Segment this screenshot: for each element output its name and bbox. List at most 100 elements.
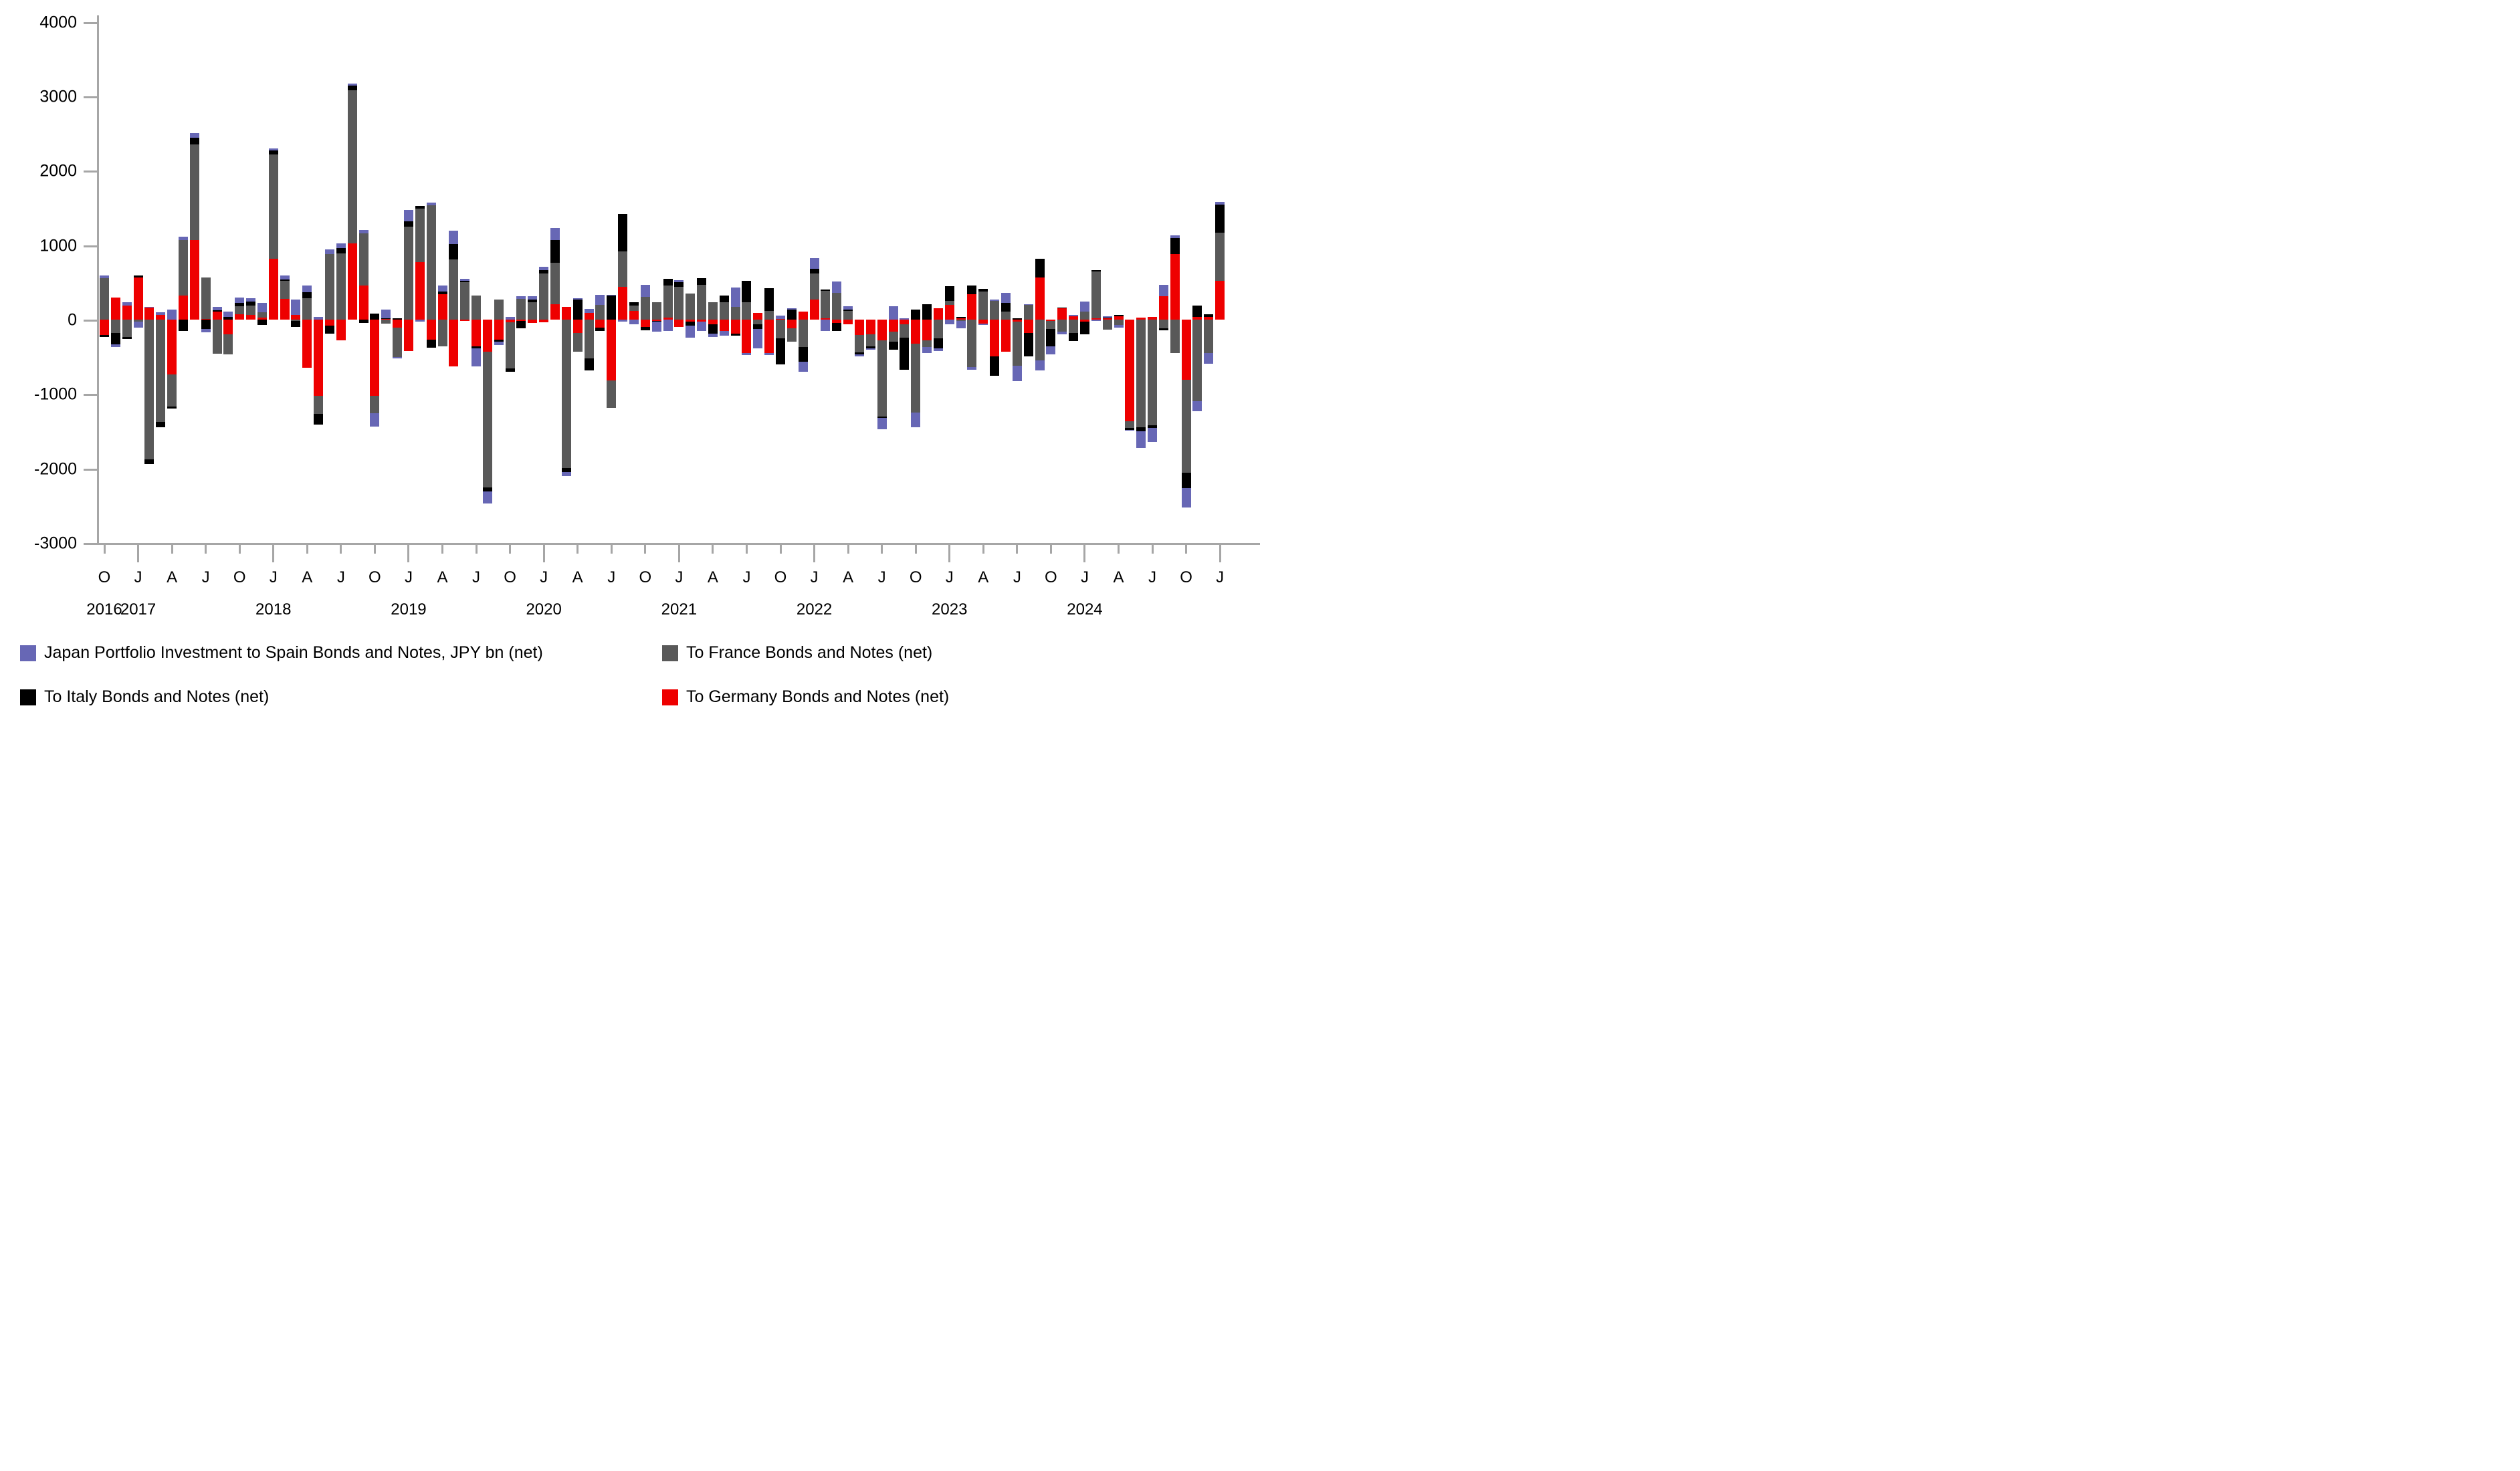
bar-2020-09-germany xyxy=(629,311,639,320)
bar-2018-06-germany xyxy=(325,320,334,326)
bar-2021-09-france xyxy=(764,311,774,320)
bar-2021-07-germany xyxy=(742,320,752,354)
bar-2021-10-france xyxy=(776,320,785,338)
bar-2017-05-spain xyxy=(178,237,188,240)
bar-2023-12-spain xyxy=(1069,314,1079,316)
bar-2023-01-france xyxy=(944,300,954,306)
bar-2024-08-germany xyxy=(1158,296,1168,320)
bar-2019-05-spain xyxy=(449,230,459,244)
bar-2023-07-germany xyxy=(1012,320,1022,322)
bar-2022-09-italy xyxy=(900,337,910,370)
bar-2019-08-germany xyxy=(482,320,492,352)
bar-2019-07-france xyxy=(471,296,482,320)
bar-2017-03-france xyxy=(156,320,166,422)
bar-2020-06-spain xyxy=(595,294,605,305)
x-minor-tick xyxy=(847,545,849,554)
x-minor-tick xyxy=(441,545,443,554)
bar-2024-06-spain xyxy=(1136,431,1146,448)
x-month-label: J xyxy=(742,568,751,587)
bar-2019-06-italy xyxy=(460,280,470,283)
bar-2018-08-germany xyxy=(347,243,357,320)
bar-2018-11-spain xyxy=(381,309,391,319)
x-month-label: A xyxy=(437,568,448,587)
bar-2018-08-france xyxy=(347,90,357,244)
bar-2024-05-italy xyxy=(1125,428,1135,431)
bar-2017-05-france xyxy=(178,239,188,296)
bar-2019-06-france xyxy=(460,282,470,320)
legend-swatch-spain-icon xyxy=(20,645,36,661)
bar-2017-02-spain xyxy=(144,306,154,308)
bar-2023-09-france xyxy=(1035,320,1045,361)
bar-2018-02-france xyxy=(280,281,290,300)
bar-2021-08-france xyxy=(753,320,763,324)
y-tick-label: 0 xyxy=(68,310,77,330)
bar-2018-11-germany xyxy=(381,319,391,320)
bar-2022-02-germany xyxy=(821,318,831,320)
bar-2018-11-france xyxy=(381,320,391,324)
bar-2024-02-spain xyxy=(1091,320,1101,322)
x-minor-tick xyxy=(1151,545,1154,554)
x-year-label: 2018 xyxy=(255,600,292,619)
bar-2020-11-spain xyxy=(651,322,661,332)
x-year-label: 2023 xyxy=(932,600,968,619)
bar-2021-04-spain xyxy=(708,333,718,337)
x-month-label: J xyxy=(336,568,345,587)
x-major-tick xyxy=(542,545,545,563)
x-month-label: A xyxy=(978,568,989,587)
bar-2021-09-spain xyxy=(764,353,774,356)
bar-2020-12-germany xyxy=(663,318,673,320)
bar-2024-12-italy xyxy=(1204,314,1214,318)
bar-2020-09-france xyxy=(629,305,639,312)
bar-2024-05-spain xyxy=(1125,430,1135,431)
bar-2024-11-germany xyxy=(1192,316,1202,320)
bar-2021-05-germany xyxy=(719,320,729,332)
bar-2022-07-spain xyxy=(877,417,887,429)
bar-2019-03-italy xyxy=(426,340,436,348)
bar-2020-03-germany xyxy=(561,306,571,320)
bar-2021-03-spain xyxy=(697,322,707,332)
bar-2020-04-italy xyxy=(572,300,583,320)
bar-2020-10-italy xyxy=(640,326,650,330)
bar-2023-05-italy xyxy=(990,356,1000,376)
bar-2018-01-france xyxy=(268,154,278,259)
x-month-label: J xyxy=(404,568,413,587)
bar-2018-02-germany xyxy=(280,299,290,320)
bar-2020-08-france xyxy=(618,251,628,287)
bar-2024-08-spain xyxy=(1158,285,1168,297)
x-minor-tick xyxy=(171,545,173,554)
bar-2017-06-spain xyxy=(189,132,199,138)
bar-2019-12-germany xyxy=(528,320,538,323)
x-month-label: O xyxy=(98,568,111,587)
bar-2021-11-spain xyxy=(786,308,797,310)
bar-2018-02-spain xyxy=(280,275,290,279)
x-month-label: J xyxy=(945,568,954,587)
bar-2022-03-germany xyxy=(832,320,842,323)
bar-2017-06-france xyxy=(189,144,199,240)
bar-2022-07-italy xyxy=(877,416,887,418)
bar-2022-08-france xyxy=(888,332,898,342)
bar-2023-04-germany xyxy=(978,320,988,324)
bar-2021-01-france xyxy=(674,287,684,320)
bar-2017-04-spain xyxy=(167,309,177,320)
bar-2022-10-germany xyxy=(911,320,921,344)
bar-2024-04-germany xyxy=(1114,316,1124,320)
bar-2020-05-france xyxy=(584,320,594,359)
bar-2024-02-germany xyxy=(1091,318,1101,320)
x-year-label: 2021 xyxy=(661,600,698,619)
bar-2019-02-spain xyxy=(415,320,425,322)
bar-2022-11-germany xyxy=(922,320,932,341)
bar-2022-05-germany xyxy=(854,320,864,335)
bar-2019-11-spain xyxy=(516,296,526,299)
bar-2023-08-germany xyxy=(1023,320,1033,334)
bar-2023-02-france xyxy=(956,320,966,321)
bar-2022-06-italy xyxy=(865,346,875,348)
bar-2018-08-spain xyxy=(347,84,357,86)
x-year-label: 2020 xyxy=(526,600,562,619)
bar-2022-04-germany xyxy=(843,320,853,324)
bar-2024-04-spain xyxy=(1114,325,1124,328)
bar-2019-08-italy xyxy=(482,487,492,492)
bar-2024-07-germany xyxy=(1148,317,1158,320)
bar-2018-07-france xyxy=(336,253,346,320)
bar-2022-03-spain xyxy=(832,281,842,293)
x-month-label: J xyxy=(1013,568,1021,587)
